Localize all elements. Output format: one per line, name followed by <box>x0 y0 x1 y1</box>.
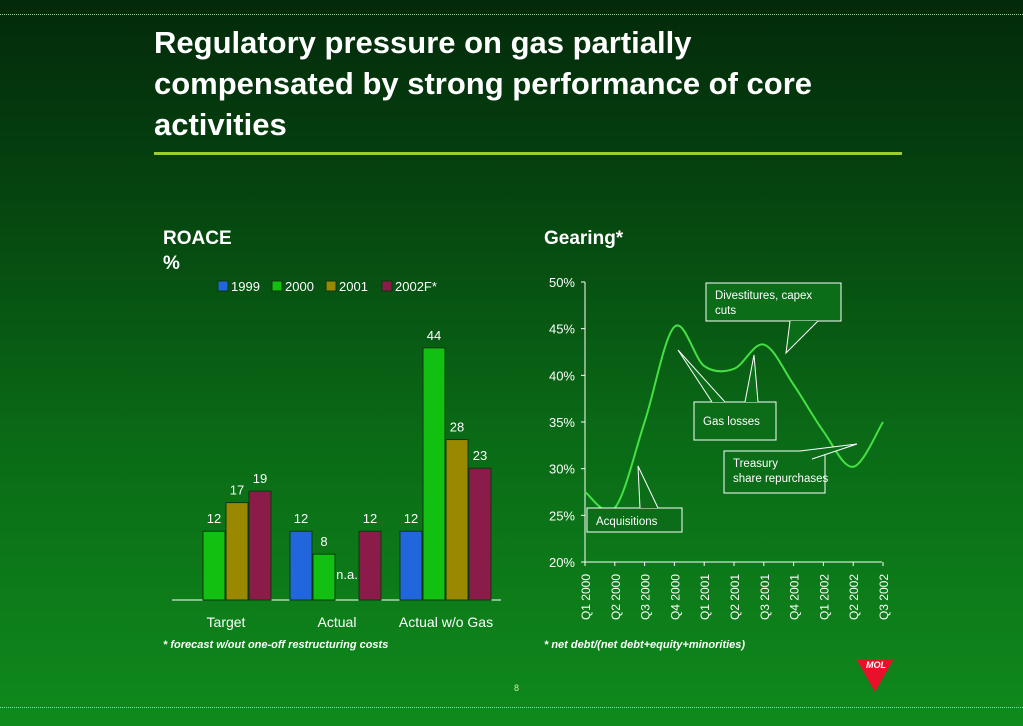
callout-pointer <box>637 465 659 509</box>
callout-text: Treasury share repurchases <box>733 458 828 485</box>
slide-title: Regulatory pressure on gas partially com… <box>154 25 813 142</box>
callout-pointer <box>677 349 726 403</box>
bar-2-1 <box>422 347 446 601</box>
callout-pointer <box>799 443 858 460</box>
callout-text: Acquisitions <box>596 516 658 528</box>
gearing-series-line <box>584 324 884 512</box>
bar-value-label: 12 <box>363 511 377 526</box>
callout-1: Gas losses <box>677 349 777 441</box>
callout-box <box>586 507 683 533</box>
callout-pointer <box>785 320 819 355</box>
bar-value-label: 12 <box>294 511 308 526</box>
roace-footnote: * forecast w/out one-off restructuring c… <box>163 639 389 651</box>
bar-0-1 <box>202 530 226 601</box>
x-tick-label: Q1 2001 <box>698 574 712 620</box>
x-tick-label: Q3 2001 <box>758 574 772 620</box>
bar-value-label: 12 <box>207 511 221 526</box>
x-tick-label: Q3 2000 <box>639 574 653 620</box>
callout-box <box>693 401 777 441</box>
x-tick-label: Q2 2001 <box>728 574 742 620</box>
y-tick-label: 30% <box>549 462 575 477</box>
callout-0: Divestitures, capex cuts <box>705 282 842 355</box>
legend-label-0: 1999 <box>231 279 260 294</box>
legend-swatch-3 <box>381 280 393 292</box>
bar-value-label: 23 <box>473 448 487 463</box>
callout-2: Treasury share repurchases <box>723 443 858 494</box>
mol-logo: MOL <box>855 656 895 694</box>
roace-unit: % <box>163 253 180 274</box>
category-label-0: Target <box>207 614 246 630</box>
bar-0-3 <box>248 490 272 601</box>
callout-box <box>723 450 826 494</box>
bar-2-2 <box>445 439 469 601</box>
y-tick-label: 20% <box>549 555 575 570</box>
legend-label-2: 2001 <box>339 279 368 294</box>
bar-1-0 <box>289 530 313 601</box>
callout-text: Gas losses <box>703 416 760 428</box>
x-tick-label: Q1 2000 <box>579 574 593 620</box>
bar-2-0 <box>399 530 423 601</box>
category-label-1: Actual <box>318 614 357 630</box>
legend-label-1: 2000 <box>285 279 314 294</box>
y-tick-label: 40% <box>549 368 575 383</box>
bar-value-label: 8 <box>320 534 327 549</box>
legend-label-3: 2002F* <box>395 279 437 294</box>
y-tick-label: 45% <box>549 322 575 337</box>
gearing-heading: Gearing* <box>544 228 624 249</box>
callout-text: Divestitures, capex cuts <box>715 290 812 317</box>
callout-pointer <box>744 354 759 403</box>
logo-text: MOL <box>866 660 886 670</box>
bar-1-1 <box>312 553 336 601</box>
bar-1-3 <box>358 530 382 601</box>
bar-value-label: 44 <box>427 328 441 343</box>
x-tick-label: Q4 2000 <box>668 574 682 620</box>
page-number: 8 <box>514 683 520 693</box>
bar-2-3 <box>468 467 492 601</box>
y-tick-label: 35% <box>549 415 575 430</box>
callout-3: Acquisitions <box>586 465 683 533</box>
gearing-footnote: * net debt/(net debt+equity+minorities) <box>544 639 746 651</box>
bar-value-label: 28 <box>450 420 464 435</box>
bar-value-label: 17 <box>230 483 244 498</box>
bar-0-2 <box>225 502 249 601</box>
title-underline <box>154 152 902 155</box>
category-label-2: Actual w/o Gas <box>399 614 493 630</box>
x-tick-label: Q4 2001 <box>788 574 802 620</box>
roace-heading: ROACE <box>163 228 232 249</box>
x-tick-label: Q1 2002 <box>817 574 831 620</box>
x-tick-label: Q3 2002 <box>877 574 891 620</box>
callout-box <box>705 282 842 322</box>
bottom-dotted-rule <box>0 707 1023 708</box>
x-tick-label: Q2 2002 <box>847 574 861 620</box>
bar-na-label: n.a. <box>336 567 358 582</box>
legend-swatch-1 <box>271 280 283 292</box>
x-tick-label: Q2 2000 <box>609 574 623 620</box>
y-tick-label: 25% <box>549 508 575 523</box>
legend-swatch-0 <box>217 280 229 292</box>
legend-swatch-2 <box>325 280 337 292</box>
y-tick-label: 50% <box>549 275 575 290</box>
bar-value-label: 19 <box>253 471 267 486</box>
bar-value-label: 12 <box>404 511 418 526</box>
top-dotted-rule <box>0 14 1023 15</box>
